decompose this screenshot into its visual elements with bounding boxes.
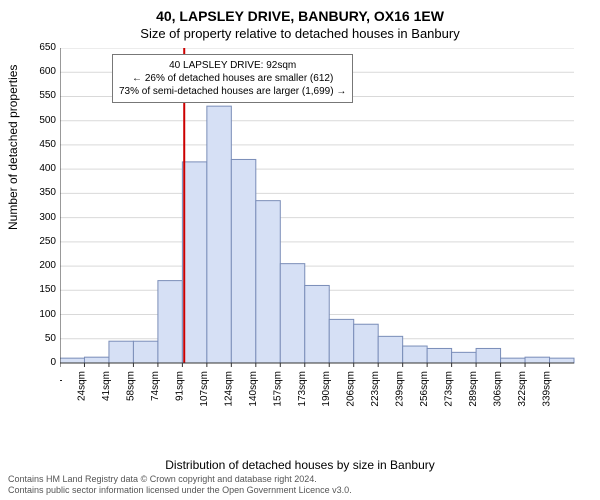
y-tick-label: 500 xyxy=(28,115,56,126)
y-tick-label: 650 xyxy=(28,42,56,53)
x-tick-label: 107sqm xyxy=(199,371,210,407)
chart-title: 40, LAPSLEY DRIVE, BANBURY, OX16 1EW xyxy=(0,0,600,24)
annotation-line: ← 26% of detached houses are smaller (61… xyxy=(119,72,346,85)
annotation-box: 40 LAPSLEY DRIVE: 92sqm ← 26% of detache… xyxy=(112,54,353,103)
y-tick-label: 400 xyxy=(28,163,56,174)
x-tick-label: 190sqm xyxy=(321,371,332,407)
y-tick-label: 150 xyxy=(28,284,56,295)
annotation-line: 73% of semi-detached houses are larger (… xyxy=(119,85,346,98)
y-tick-label: 300 xyxy=(28,212,56,223)
chart-subtitle: Size of property relative to detached ho… xyxy=(0,24,600,41)
x-tick-label: 91sqm xyxy=(174,371,185,401)
y-tick-label: 200 xyxy=(28,260,56,271)
x-tick-label: 223sqm xyxy=(370,371,381,407)
y-tick-label: 250 xyxy=(28,236,56,247)
x-axis-label: Distribution of detached houses by size … xyxy=(0,458,600,472)
x-tick-label: 322sqm xyxy=(517,371,528,407)
figure: 40, LAPSLEY DRIVE, BANBURY, OX16 1EW Siz… xyxy=(0,0,600,500)
footer: Contains HM Land Registry data © Crown c… xyxy=(8,474,352,496)
x-tick-label: 339sqm xyxy=(542,371,553,407)
x-tick-label: 206sqm xyxy=(346,371,357,407)
y-tick-label: 600 xyxy=(28,66,56,77)
x-tick-label: 124sqm xyxy=(223,371,234,407)
plot-svg: 8sqm 24sqm 41sqm 58sqm 74sqm 91sqm 107sqm 124sq… xyxy=(60,48,580,418)
y-tick-label: 0 xyxy=(28,357,56,368)
y-tick-label: 550 xyxy=(28,90,56,101)
x-tick-label: 289sqm xyxy=(468,371,479,407)
x-tick-label: 8sqm xyxy=(60,371,63,395)
y-tick-label: 450 xyxy=(28,139,56,150)
y-tick-label: 100 xyxy=(28,309,56,320)
x-tick-label: 24sqm xyxy=(76,371,87,401)
y-tick-label: 350 xyxy=(28,187,56,198)
annotation-line: 40 LAPSLEY DRIVE: 92sqm xyxy=(119,59,346,72)
x-tick-label: 74sqm xyxy=(150,371,161,401)
x-tick-label: 58sqm xyxy=(125,371,136,401)
chart-area: 8sqm 24sqm 41sqm 58sqm 74sqm 91sqm 107sqm 124sq… xyxy=(60,48,580,418)
x-tick-label: 41sqm xyxy=(101,371,112,401)
footer-line: Contains public sector information licen… xyxy=(8,485,352,496)
x-tick-label: 306sqm xyxy=(493,371,504,407)
y-axis-label: Number of detached properties xyxy=(6,65,20,230)
y-tick-label: 50 xyxy=(28,333,56,344)
x-tick-label: 157sqm xyxy=(272,371,283,407)
footer-line: Contains HM Land Registry data © Crown c… xyxy=(8,474,352,485)
x-tick-label: 173sqm xyxy=(297,371,308,407)
x-tick-label: 256sqm xyxy=(419,371,430,407)
x-tick-label: 239sqm xyxy=(395,371,406,407)
x-tick-label: 140sqm xyxy=(248,371,259,407)
x-tick-label: 273sqm xyxy=(444,371,455,407)
